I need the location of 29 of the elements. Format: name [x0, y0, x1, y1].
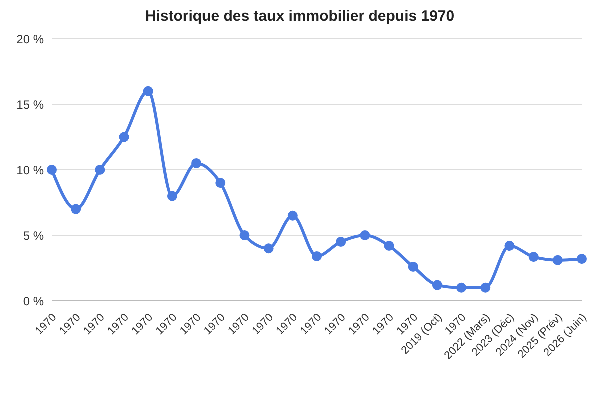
point [432, 280, 442, 290]
point [552, 255, 563, 266]
point [480, 282, 491, 293]
point [216, 178, 226, 188]
point [456, 282, 467, 293]
y-tick-label: 0 % [23, 294, 44, 308]
point [312, 251, 322, 262]
point [143, 86, 154, 96]
point [384, 240, 394, 251]
point [288, 210, 298, 221]
point [119, 132, 130, 142]
y-tick-label: 10 % [16, 163, 44, 178]
point [360, 230, 370, 240]
point [408, 262, 418, 272]
point [528, 252, 539, 262]
point [71, 204, 82, 214]
point [47, 165, 57, 175]
point [167, 191, 178, 202]
chart-title: Historique des taux immobilier depuis 1970 [144, 8, 456, 25]
y-tick-label: 15 % [16, 98, 44, 112]
point [95, 165, 106, 175]
point [240, 230, 250, 240]
y-tick-label: 20 % [16, 32, 44, 46]
point [264, 244, 274, 254]
point [504, 240, 515, 251]
point [336, 237, 346, 248]
point [192, 158, 202, 168]
point [577, 254, 587, 264]
y-tick-label: 5 % [23, 228, 44, 243]
